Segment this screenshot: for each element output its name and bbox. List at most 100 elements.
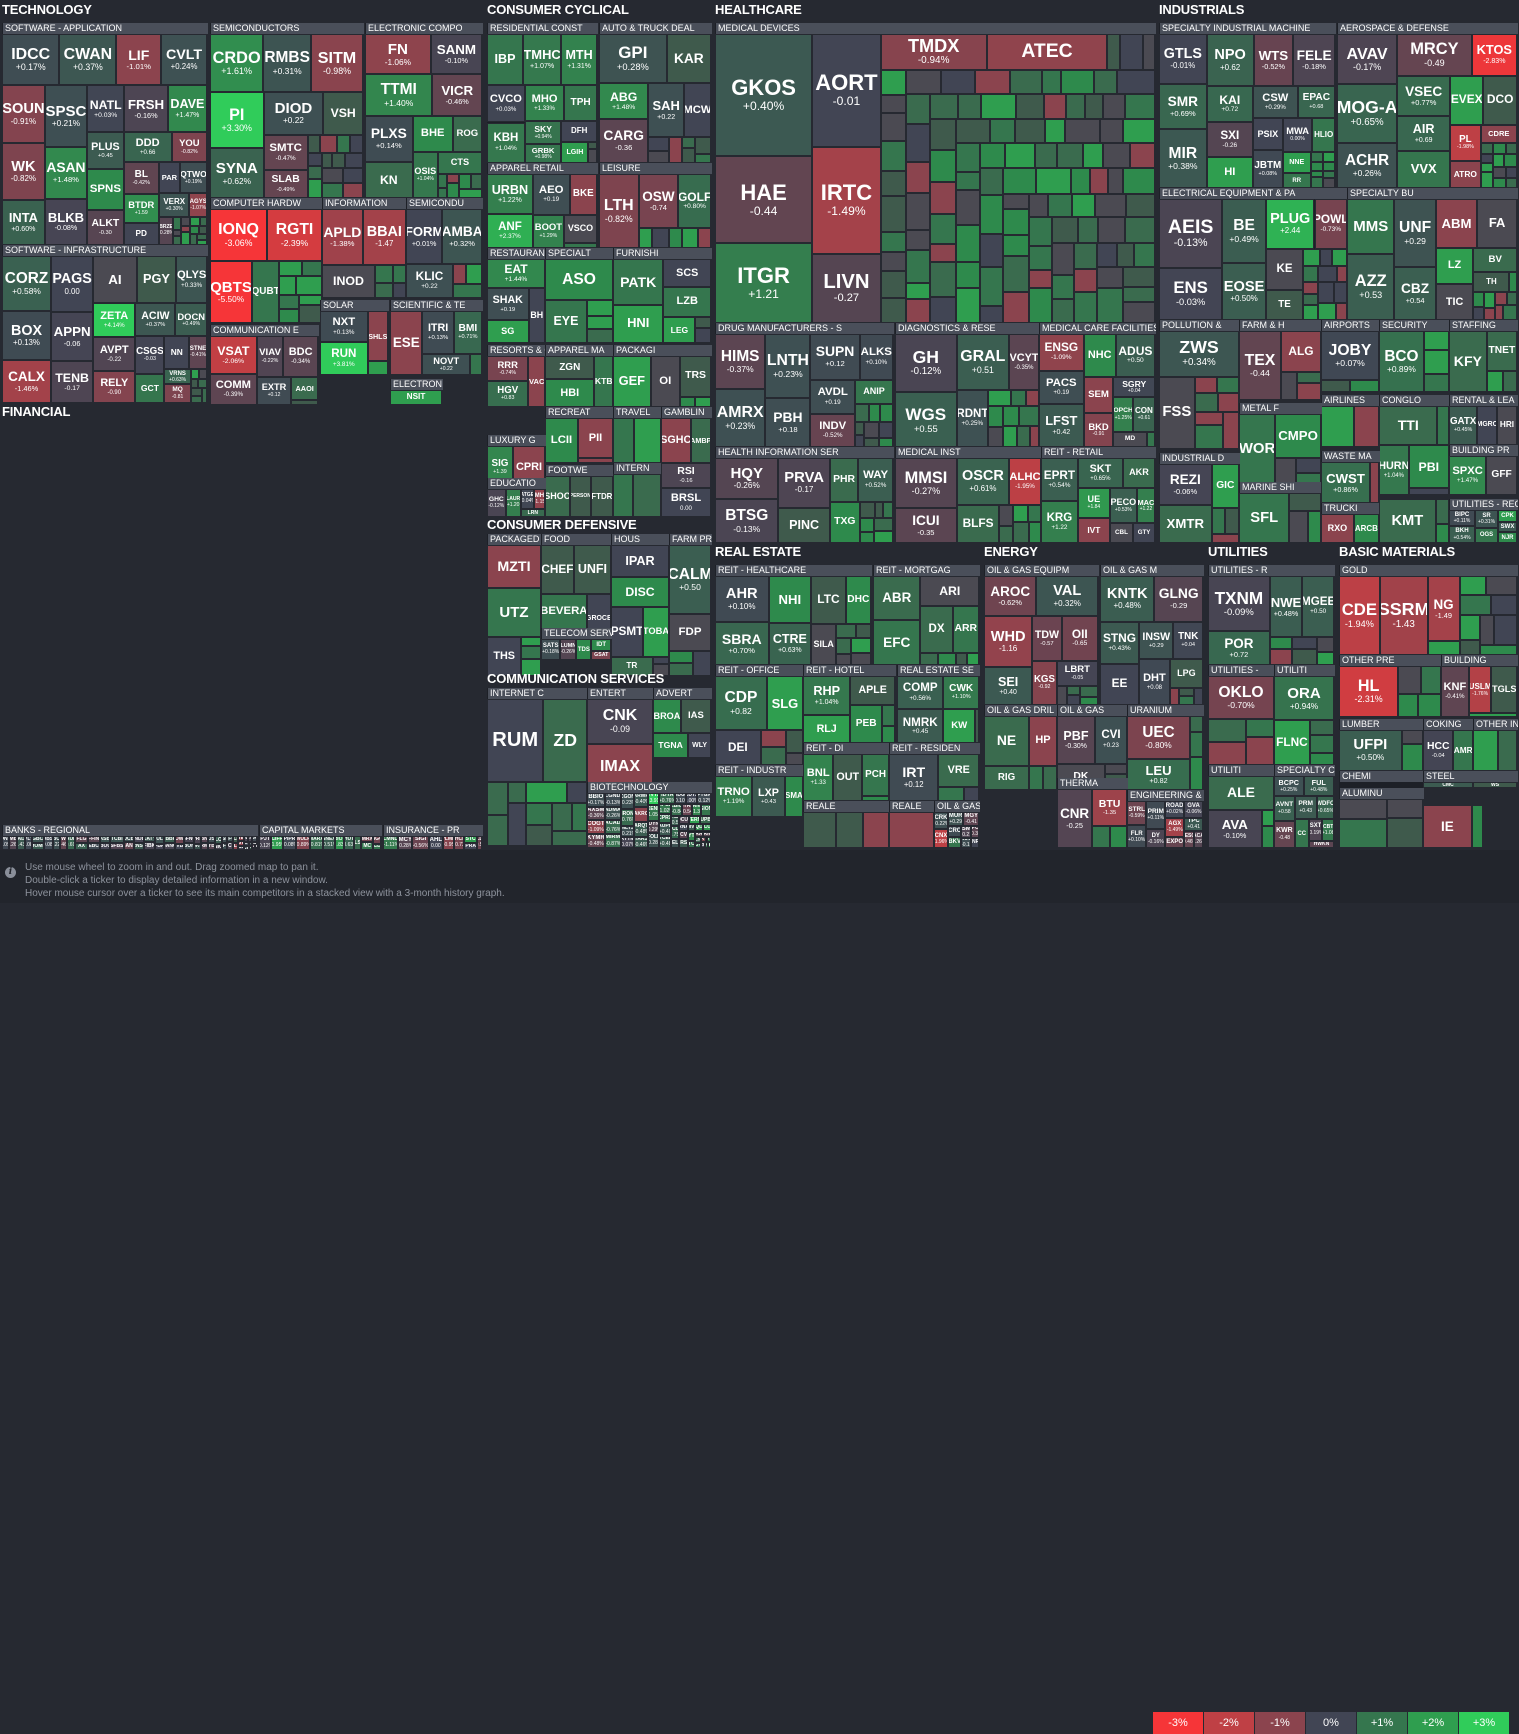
ticker-tile[interactable]: BL -0.42% xyxy=(123,161,159,195)
ticker-tile[interactable]: ACA-0.26% xyxy=(1193,830,1203,848)
ticker-tile-small[interactable] xyxy=(979,233,1004,268)
ticker-tile[interactable]: SFNC xyxy=(184,836,195,844)
ticker-tile[interactable]: PAGS 0.00 xyxy=(50,256,94,313)
ticker-tile[interactable]: FTDR xyxy=(590,476,613,517)
ticker-tile-small[interactable] xyxy=(1245,736,1274,765)
ticker-tile[interactable]: UNF +0.29 xyxy=(1394,199,1436,268)
industry-block[interactable]: ENGINEERING & CONSTRUCTIONSTRL-0.59%FLR+… xyxy=(1127,790,1204,848)
ticker-tile[interactable]: EBC xyxy=(87,842,100,850)
ticker-tile[interactable]: LQDA xyxy=(695,824,704,832)
ticker-tile-small[interactable] xyxy=(552,802,572,831)
ticker-tile[interactable]: EXTR +0.12 xyxy=(256,376,292,405)
ticker-tile[interactable]: GSAT xyxy=(591,651,611,660)
industry-block[interactable]: TELECOM SERVICESSATS+0.18%LUMN-0.26%TDSI… xyxy=(541,628,612,660)
ticker-tile-small[interactable] xyxy=(1494,305,1503,320)
ticker-tile-small[interactable] xyxy=(487,815,509,846)
ticker-tile[interactable]: UE +1.84 xyxy=(1077,487,1110,518)
ticker-tile[interactable]: SITM -0.98% xyxy=(311,34,363,92)
ticker-tile[interactable]: NHC xyxy=(1083,334,1116,377)
ticker-tile-small[interactable] xyxy=(279,308,299,323)
ticker-tile-small[interactable] xyxy=(1003,234,1029,257)
ticker-tile-small[interactable] xyxy=(937,653,956,665)
ticker-tile-small[interactable] xyxy=(1386,818,1423,848)
ticker-tile[interactable]: BANF xyxy=(123,842,135,850)
ticker-tile[interactable]: SION xyxy=(701,804,711,816)
ticker-tile[interactable]: APGE+1.02% xyxy=(659,804,671,814)
ticker-tile-small[interactable] xyxy=(760,729,787,747)
ticker-tile[interactable]: GPI +0.28% xyxy=(599,34,667,84)
ticker-tile-small[interactable] xyxy=(1066,694,1081,705)
ticker-tile-small[interactable] xyxy=(1435,499,1449,525)
ticker-tile[interactable]: BANC xyxy=(164,842,175,850)
ticker-tile[interactable]: IMVT xyxy=(687,824,696,832)
ticker-tile-small[interactable] xyxy=(873,517,893,532)
ticker-tile[interactable]: BTSG -0.13% xyxy=(715,499,779,543)
ticker-tile[interactable]: MAC +1.22 xyxy=(1136,487,1155,523)
ticker-tile[interactable]: BY xyxy=(237,841,245,846)
ticker-tile[interactable]: BKH +0.54% xyxy=(1449,526,1476,543)
ticker-tile[interactable]: ACIW +0.37% xyxy=(135,303,176,336)
ticker-tile-small[interactable] xyxy=(1332,248,1347,266)
ticker-tile-small[interactable] xyxy=(307,178,322,198)
ticker-tile-small[interactable] xyxy=(680,396,695,407)
ticker-tile[interactable]: WTS -0.52% xyxy=(1253,34,1294,86)
ticker-tile[interactable]: MGY -0.41 xyxy=(963,812,979,827)
ticker-tile[interactable]: ONB+0.09% xyxy=(2,836,10,850)
ticker-tile-small[interactable] xyxy=(1261,810,1274,826)
ticker-tile[interactable]: MHO +1.33% xyxy=(524,84,565,121)
ticker-tile[interactable]: GTLS -0.01% xyxy=(1159,34,1207,84)
ticker-tile-small[interactable] xyxy=(905,161,931,193)
ticker-tile[interactable]: SGHC xyxy=(661,418,691,463)
ticker-tile[interactable]: VERX +0.30% xyxy=(158,193,190,218)
ticker-tile[interactable]: CPK xyxy=(1498,510,1517,523)
ticker-tile-small[interactable] xyxy=(863,437,880,447)
ticker-tile-small[interactable] xyxy=(955,224,980,263)
ticker-tile-small[interactable] xyxy=(1310,161,1323,171)
ticker-tile-small[interactable] xyxy=(652,664,669,676)
ticker-tile-small[interactable] xyxy=(613,474,633,517)
ticker-tile[interactable]: CMC xyxy=(1423,782,1474,788)
ticker-tile-small[interactable] xyxy=(882,705,895,727)
ticker-tile-small[interactable] xyxy=(1479,614,1495,645)
ticker-tile-small[interactable] xyxy=(1119,34,1144,71)
ticker-tile[interactable]: RGTI -2.39% xyxy=(267,209,322,261)
ticker-tile[interactable]: ATGE+0.04% xyxy=(520,489,534,510)
ticker-tile[interactable]: LXP +0.43 xyxy=(752,776,785,817)
ticker-tile[interactable]: PEB xyxy=(850,705,883,743)
ticker-tile[interactable]: VRE xyxy=(938,754,979,788)
ticker-tile[interactable]: CUBI xyxy=(244,841,249,847)
ticker-tile[interactable]: ALKT -0.30 xyxy=(87,210,124,245)
ticker-tile[interactable]: ARR xyxy=(952,605,979,654)
ticker-tile-small[interactable] xyxy=(437,173,447,188)
ticker-tile[interactable]: PBF -0.30% xyxy=(1057,716,1095,765)
ticker-tile-small[interactable] xyxy=(190,217,201,226)
ticker-tile-small[interactable] xyxy=(1003,425,1018,447)
ticker-tile[interactable]: HI xyxy=(1206,156,1253,188)
ticker-tile[interactable]: AGYS -1.07% xyxy=(189,193,207,218)
industry-block[interactable]: SEMICONDU FORM +0.01% AMBA +0.32% KLIC +0.22 xyxy=(406,198,483,298)
ticker-tile-small[interactable] xyxy=(1013,504,1029,523)
ticker-tile-small[interactable] xyxy=(681,227,699,248)
ticker-tile[interactable]: DISC xyxy=(611,576,669,607)
ticker-tile[interactable]: MMS xyxy=(1347,199,1395,254)
ticker-tile[interactable]: SUPN +0.12 xyxy=(810,334,860,380)
ticker-tile-small[interactable] xyxy=(1178,696,1194,705)
ticker-tile[interactable]: ARCB xyxy=(1353,514,1379,543)
ticker-tile-small[interactable] xyxy=(1146,431,1155,447)
ticker-tile[interactable]: SHAK +0.19 xyxy=(487,287,529,320)
ticker-tile[interactable]: STRL -0.59% xyxy=(1127,801,1147,826)
ticker-tile[interactable]: LIVN -0.27 xyxy=(812,253,881,323)
ticker-tile[interactable]: CGON+0.23% xyxy=(620,793,635,809)
ticker-tile[interactable]: SLAB -0.49% xyxy=(263,169,308,198)
ticker-tile[interactable]: EVEX xyxy=(1450,75,1484,125)
ticker-tile[interactable]: HUT+0.63% xyxy=(344,836,354,850)
ticker-tile-small[interactable] xyxy=(1194,424,1223,449)
ticker-tile[interactable]: CBU xyxy=(252,844,255,849)
ticker-tile[interactable]: YOU -0.82% xyxy=(171,132,207,162)
ticker-tile[interactable]: CSGS -0.03 xyxy=(135,336,165,374)
ticker-tile[interactable]: CRC xyxy=(947,826,962,837)
ticker-tile-small[interactable] xyxy=(525,781,567,803)
ticker-tile-small[interactable] xyxy=(974,70,1010,94)
ticker-tile-small[interactable] xyxy=(521,646,541,659)
ticker-tile-small[interactable] xyxy=(1459,640,1480,655)
